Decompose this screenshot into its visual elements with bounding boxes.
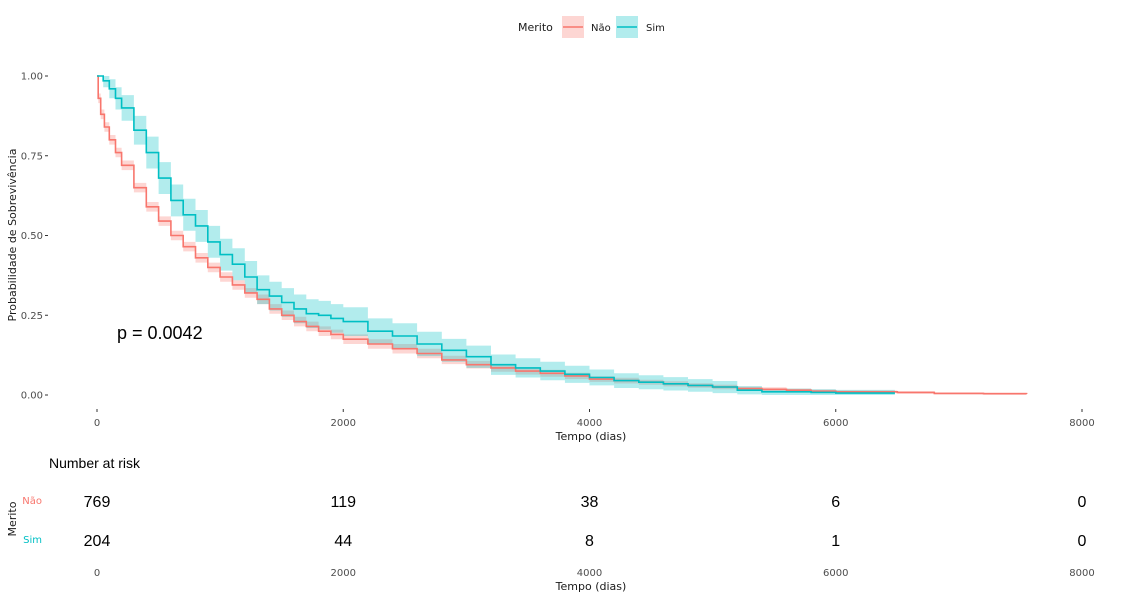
risk-cell-sim: 204 bbox=[84, 533, 111, 550]
risk-x-tick-label: 0 bbox=[94, 568, 100, 579]
risk-row-label-nao: Não bbox=[22, 496, 42, 507]
survival-curve-nao bbox=[97, 75, 1028, 395]
risk-cell-sim: 0 bbox=[1078, 533, 1087, 550]
risk-cell-sim: 44 bbox=[334, 533, 352, 550]
legend-label-sim: Sim bbox=[646, 23, 665, 34]
risk-table-title: Number at risk bbox=[49, 455, 141, 471]
x-tick-label: 6000 bbox=[823, 418, 848, 429]
y-axis: 0.00 0.25 0.50 0.75 1.00 bbox=[21, 72, 48, 402]
legend-title: Merito bbox=[518, 21, 553, 34]
legend-label-nao: Não bbox=[591, 23, 611, 34]
legend-item-nao: Não bbox=[562, 16, 611, 38]
y-axis-title: Probabilidade de Sobrevivência bbox=[6, 149, 19, 322]
risk-cell-sim: 8 bbox=[585, 533, 594, 550]
y-tick-label: 1.00 bbox=[21, 72, 43, 83]
legend: Merito Não Sim bbox=[518, 16, 665, 38]
x-axis: 0 2000 4000 6000 8000 bbox=[94, 409, 1095, 429]
risk-cell-nao: 119 bbox=[330, 494, 356, 511]
risk-table-x-axis: 0 2000 4000 6000 8000 bbox=[94, 568, 1095, 579]
x-tick-label: 4000 bbox=[577, 418, 602, 429]
risk-cell-nao: 0 bbox=[1078, 494, 1087, 511]
risk-cell-sim: 1 bbox=[831, 533, 840, 550]
risk-table: Não 769 119 38 6 0 Sim 204 44 8 1 0 bbox=[22, 494, 1086, 550]
survival-curves bbox=[97, 75, 1028, 395]
x-axis-title: Tempo (dias) bbox=[555, 430, 627, 443]
risk-cell-nao: 6 bbox=[831, 494, 840, 511]
y-tick-label: 0.00 bbox=[21, 391, 43, 402]
y-tick-label: 0.75 bbox=[21, 151, 43, 162]
y-tick-label: 0.50 bbox=[21, 231, 43, 242]
risk-x-tick-label: 2000 bbox=[331, 568, 356, 579]
x-tick-label: 0 bbox=[94, 418, 100, 429]
confidence-band-nao bbox=[97, 76, 1027, 395]
confidence-band-sim bbox=[97, 76, 895, 395]
x-tick-label: 8000 bbox=[1069, 418, 1094, 429]
confidence-bands bbox=[97, 76, 1027, 395]
risk-x-tick-label: 6000 bbox=[823, 568, 848, 579]
risk-cell-nao: 769 bbox=[84, 494, 111, 511]
survival-curve-sim bbox=[97, 75, 895, 394]
p-value-annotation: p = 0.0042 bbox=[117, 323, 203, 343]
risk-cell-nao: 38 bbox=[581, 494, 599, 511]
risk-x-tick-label: 4000 bbox=[577, 568, 602, 579]
legend-item-sim: Sim bbox=[616, 16, 665, 38]
y-tick-label: 0.25 bbox=[21, 311, 43, 322]
risk-table-x-title: Tempo (dias) bbox=[555, 580, 627, 593]
x-tick-label: 2000 bbox=[331, 418, 356, 429]
risk-row-label-sim: Sim bbox=[23, 535, 42, 546]
risk-x-tick-label: 8000 bbox=[1069, 568, 1094, 579]
risk-table-y-title: Merito bbox=[6, 501, 19, 536]
